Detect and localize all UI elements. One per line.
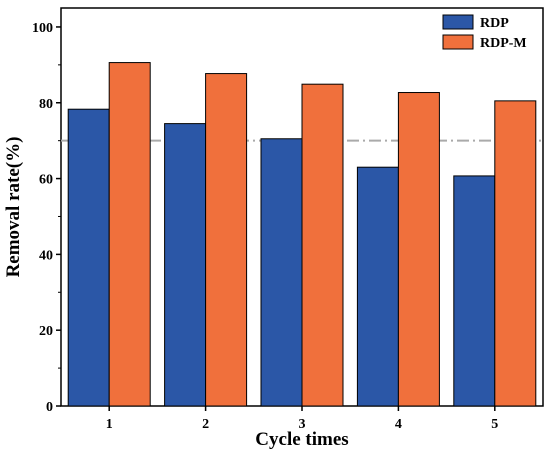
x-tick-label-3: 3: [299, 417, 306, 432]
bar-rdp-m-3: [301, 83, 344, 407]
bar-rdp-3: [260, 138, 303, 407]
y-tick-label-80: 80: [39, 97, 53, 112]
bar-rdp-m-2: [205, 73, 248, 407]
x-tick-label-2: 2: [202, 417, 209, 432]
legend-swatch-rdp-m: [442, 34, 474, 50]
y-tick-label-0: 0: [46, 400, 53, 415]
bar-rdp-m-1: [108, 62, 151, 407]
bar-rdp-5: [453, 175, 496, 407]
bar-rdp-m-5: [494, 100, 537, 407]
bar-rdp-m-4: [397, 92, 440, 407]
bar-rdp-1: [67, 108, 110, 407]
x-axis-title: Cycle times: [255, 429, 348, 450]
y-tick-label-100: 100: [32, 21, 53, 36]
x-tick-label-1: 1: [106, 417, 113, 432]
y-axis-title: Removal rate(%): [3, 137, 24, 278]
y-tick-label-20: 20: [39, 324, 53, 339]
x-tick-label-5: 5: [491, 417, 498, 432]
y-tick-label-60: 60: [39, 173, 53, 188]
legend: RDP RDP-M: [442, 14, 527, 51]
legend-label-rdp-m: RDP-M: [480, 36, 527, 51]
bar-rdp-2: [164, 123, 207, 407]
y-tick-label-40: 40: [39, 248, 53, 263]
bar-rdp-4: [356, 166, 399, 407]
legend-swatch-rdp: [442, 14, 474, 30]
legend-label-rdp: RDP: [480, 16, 509, 31]
x-tick-label-4: 4: [395, 417, 402, 432]
